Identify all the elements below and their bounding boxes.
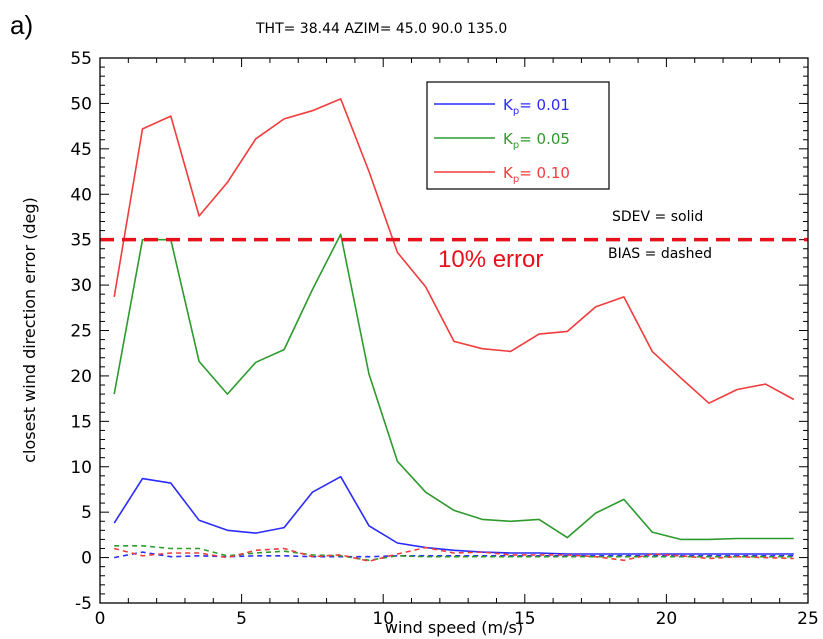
plot-frame	[99, 57, 809, 604]
legend-label: Kp= 0.01	[503, 96, 570, 117]
y-tick-label: 20	[70, 367, 92, 387]
y-tick-label: 55	[70, 49, 92, 69]
y-tick-label: -5	[75, 594, 92, 614]
legend: Kp= 0.01 Kp= 0.05 Kp= 0.10	[426, 81, 610, 190]
series-line-bias-3	[114, 551, 794, 559]
tick-marks-layer	[99, 57, 809, 604]
legend-label: Kp= 0.10	[503, 164, 570, 185]
y-tick-label: 10	[70, 458, 92, 478]
bias-note: BIAS = dashed	[608, 246, 712, 262]
y-tick-label: 40	[70, 185, 92, 205]
y-tick-label: 50	[70, 94, 92, 114]
x-tick-label: 25	[797, 609, 819, 629]
y-tick-label: 5	[81, 503, 92, 523]
chart-header: THT= 38.44 AZIM= 45.0 90.0 135.0	[255, 21, 507, 37]
x-tick-label: 5	[236, 609, 247, 629]
x-axis-title: wind speed (m/s)	[385, 618, 523, 637]
series-line-sdev-1	[113, 233, 794, 541]
legend-box	[426, 81, 610, 190]
sdev-note: SDEV = solid	[612, 209, 703, 225]
y-tick-label: 30	[70, 276, 92, 296]
y-tick-label: 15	[70, 412, 92, 432]
series-line-bias-4	[114, 544, 794, 562]
legend-label: Kp= 0.05	[503, 130, 570, 151]
y-tick-label: 35	[70, 231, 92, 251]
y-tick-label: 0	[81, 549, 92, 569]
series-line-sdev-0	[113, 475, 794, 555]
series-layer	[113, 98, 795, 563]
y-tick-label: 25	[70, 322, 92, 342]
y-tick-label: 45	[70, 140, 92, 160]
y-axis-title: closest wind direction error (deg)	[20, 197, 39, 462]
x-tick-label: 20	[656, 609, 678, 629]
legend-entries: Kp= 0.01 Kp= 0.05 Kp= 0.10	[434, 96, 570, 185]
series-line-bias-5	[114, 546, 794, 563]
x-tick-label: 15	[514, 609, 536, 629]
x-tick-label: 10	[372, 609, 394, 629]
series-line-sdev-2	[113, 98, 795, 405]
panel-label: a)	[10, 10, 33, 40]
reference-line-label: 10% error	[438, 246, 543, 273]
x-tick-label: 0	[95, 609, 106, 629]
